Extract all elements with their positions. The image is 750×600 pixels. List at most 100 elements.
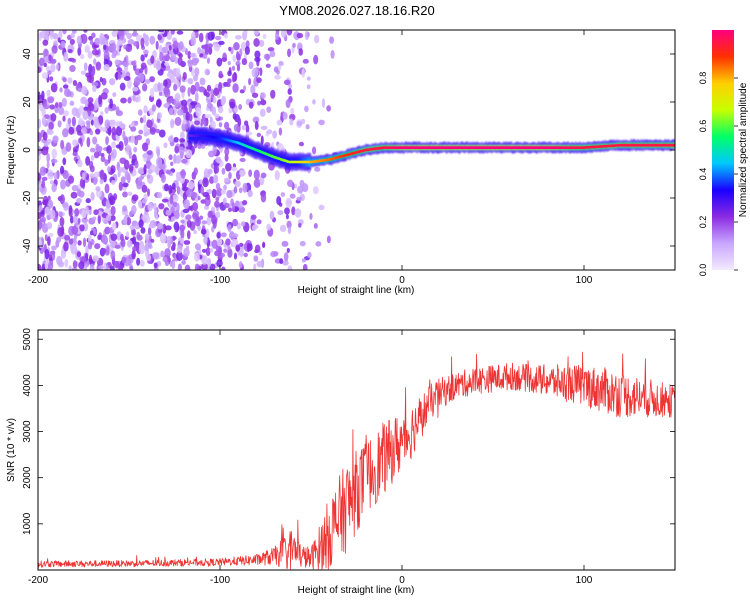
noise-speckle: [193, 167, 198, 176]
noise-speckle: [190, 101, 198, 106]
noise-speckle: [200, 48, 205, 55]
x-tick-label: -100: [210, 575, 230, 586]
noise-speckle: [152, 252, 160, 260]
noise-speckle: [166, 72, 173, 78]
noise-speckle: [256, 219, 262, 225]
noise-speckle: [213, 87, 220, 97]
noise-speckle: [251, 92, 259, 98]
noise-speckle: [171, 182, 176, 190]
noise-speckle: [179, 237, 185, 245]
noise-speckle: [134, 160, 139, 169]
noise-speckle: [105, 136, 109, 146]
noise-speckle: [49, 30, 54, 40]
noise-speckle: [179, 146, 185, 157]
noise-speckle: [67, 48, 73, 53]
noise-speckle: [58, 211, 63, 217]
noise-speckle: [256, 77, 262, 84]
noise-speckle: [89, 263, 95, 270]
noise-speckle: [227, 248, 233, 258]
noise-speckle: [227, 70, 232, 77]
noise-speckle: [110, 42, 117, 52]
noise-speckle: [215, 196, 220, 202]
noise-speckle: [329, 36, 335, 44]
noise-speckle: [252, 116, 260, 124]
noise-speckle: [243, 85, 247, 92]
noise-speckle: [108, 119, 116, 126]
noise-speckle: [266, 106, 272, 114]
colorbar-tick-label: 0.6: [698, 120, 708, 133]
noise-speckle: [94, 128, 101, 135]
noise-speckle: [166, 169, 172, 175]
noise-speckle: [69, 38, 75, 45]
noise-speckle: [93, 228, 97, 235]
noise-speckle: [286, 220, 292, 229]
noise-speckle: [143, 164, 147, 175]
noise-speckle: [253, 178, 261, 188]
noise-speckle: [242, 182, 248, 193]
noise-speckle: [223, 33, 229, 39]
noise-speckle: [110, 233, 118, 241]
noise-speckle: [146, 174, 151, 179]
noise-speckle: [177, 56, 183, 66]
noise-speckle: [244, 46, 250, 55]
noise-speckle: [266, 129, 273, 135]
noise-speckle: [100, 92, 108, 100]
noise-speckle: [297, 185, 304, 194]
chart-title: YM08.2026.027.18.16.R20: [279, 3, 434, 18]
noise-speckle: [74, 208, 80, 217]
noise-speckle: [156, 98, 162, 108]
noise-speckle: [232, 83, 239, 93]
noise-speckle: [108, 78, 116, 86]
noise-speckle: [38, 131, 42, 143]
noise-speckle: [174, 93, 181, 102]
snr-x-axis: -200 -100 0 100: [28, 330, 593, 586]
noise-speckle: [148, 223, 155, 229]
noise-speckle: [110, 250, 116, 260]
noise-speckle: [61, 97, 67, 107]
noise-speckle: [62, 77, 67, 83]
snr-plot-area: [38, 330, 675, 570]
spectrogram-x-axis: -200 -100 0 100: [28, 30, 593, 286]
noise-speckle: [194, 252, 200, 262]
noise-speckle: [223, 121, 230, 130]
noise-speckle: [285, 197, 292, 209]
noise-speckle: [120, 97, 127, 104]
noise-speckle: [296, 32, 304, 39]
noise-speckle: [302, 263, 308, 270]
noise-speckle: [153, 262, 158, 269]
noise-speckle: [171, 194, 179, 203]
noise-speckle: [186, 220, 192, 228]
noise-speckle: [237, 53, 241, 60]
noise-speckle: [149, 76, 156, 83]
noise-speckle: [92, 136, 98, 145]
noise-speckle: [149, 35, 156, 45]
noise-speckle: [206, 102, 213, 109]
noise-speckle: [97, 213, 101, 225]
noise-speckle: [287, 179, 294, 188]
noise-speckle: [260, 193, 267, 203]
noise-speckle: [280, 192, 286, 198]
noise-speckle: [194, 58, 200, 64]
noise-speckle: [204, 114, 212, 119]
noise-speckle: [62, 157, 67, 166]
noise-speckle: [95, 186, 101, 192]
noise-speckle: [45, 65, 50, 72]
noise-speckle: [253, 263, 257, 270]
noise-speckle: [127, 79, 132, 90]
noise-speckle: [216, 237, 223, 247]
noise-speckle: [190, 84, 196, 95]
noise-speckle: [146, 150, 153, 156]
noise-speckle: [229, 101, 236, 109]
noise-speckle: [221, 57, 228, 63]
noise-speckle: [167, 97, 175, 104]
noise-speckle: [105, 214, 112, 222]
noise-speckle: [207, 257, 212, 268]
noise-speckle: [232, 113, 237, 120]
noise-speckle: [232, 55, 237, 63]
noise-speckle: [224, 154, 229, 162]
noise-speckle: [312, 99, 316, 105]
noise-speckle: [76, 124, 82, 133]
noise-speckle: [223, 248, 228, 253]
noise-speckle: [176, 30, 184, 35]
noise-speckle: [60, 248, 67, 259]
